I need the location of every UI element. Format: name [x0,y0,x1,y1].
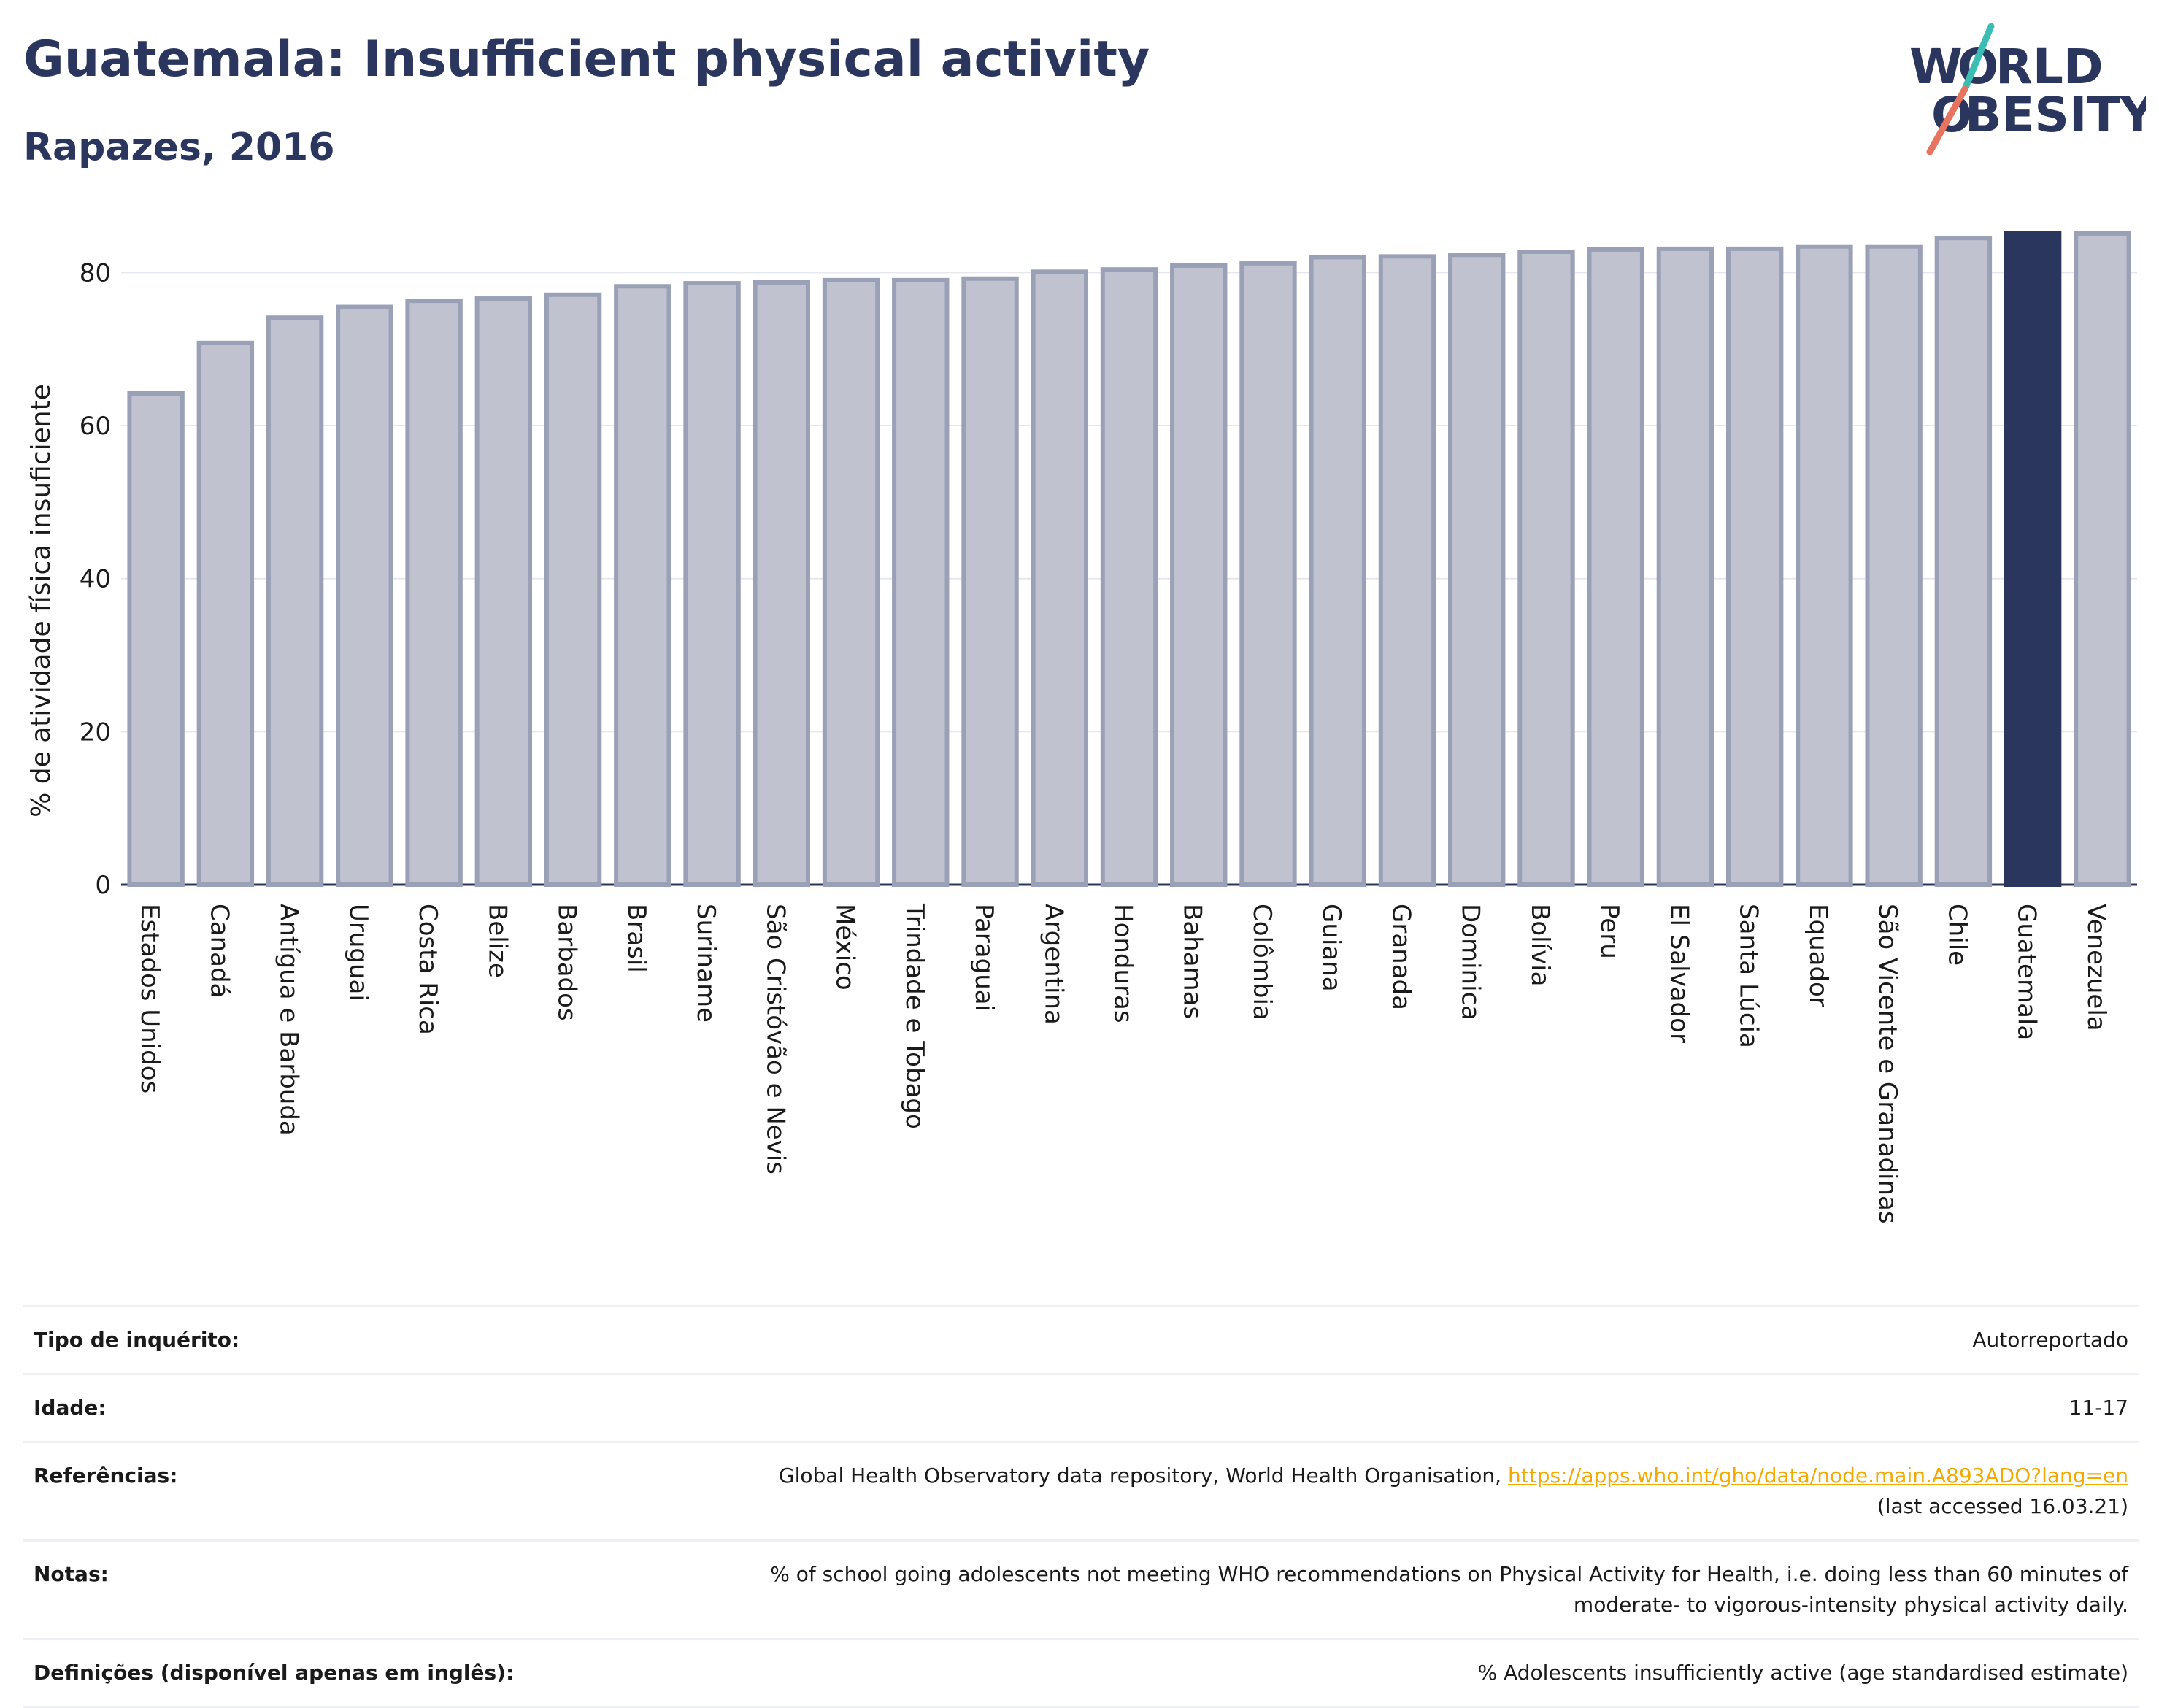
notes-label: Notas: [23,1539,599,1639]
x-tick-label: Guiana [1317,904,1346,992]
bar-suriname[interactable] [683,281,741,887]
info-row-age: Idade: 11-17 [23,1373,2139,1442]
references-text: Global Health Observatory data repositor… [778,1463,1502,1488]
x-tick-label: Trindade e Tobago [900,903,929,1129]
bar-bolívia[interactable] [1517,250,1575,887]
references-link[interactable]: https://apps.who.int/gho/data/node.main.… [1507,1463,2128,1488]
x-tick-label: Uruguai [344,904,373,1001]
x-tick-label: Honduras [1109,904,1138,1023]
y-tick-label: 0 [95,871,111,900]
x-tick-label: Chile [1942,904,1971,966]
y-tick-label: 20 [80,718,111,747]
bar-estados-unidos[interactable] [127,391,185,887]
x-tick-label: Bahamas [1178,904,1207,1019]
x-tick-label: São Cristóvão e Nevis [761,904,790,1174]
bar-honduras[interactable] [1100,267,1158,887]
references-label: Referências: [23,1441,599,1541]
info-row-notes: Notas: % of school going adolescents not… [23,1539,2139,1639]
x-tick-label: Dominica [1456,904,1485,1020]
x-tick-label: Belize [482,904,512,978]
y-tick-label: 40 [80,565,111,594]
bar-argentina[interactable] [1031,269,1088,887]
notes-value: % of school going adolescents not meetin… [599,1539,2139,1639]
world-obesity-logo: W O RLD O BESITY [1909,23,2146,155]
bar-guatemala[interactable] [2004,231,2062,887]
page-subtitle: Rapazes, 2016 [23,126,335,169]
bar-costa-rica[interactable] [405,299,463,887]
bar-bahamas[interactable] [1170,263,1228,887]
x-tick-label: Santa Lúcia [1734,904,1763,1048]
svg-text:RLD: RLD [1996,39,2104,95]
bar-santa-lúcia[interactable] [1725,246,1784,887]
bar-guiana[interactable] [1309,255,1366,887]
age-value: 11-17 [599,1373,2139,1442]
bar-venezuela[interactable] [2074,231,2131,887]
bar-canadá[interactable] [196,340,255,887]
y-axis-label: % de atividade física insuficiente [26,384,56,818]
x-tick-label: Costa Rica [413,904,442,1035]
references-accessed: (last accessed 16.03.21) [1877,1494,2128,1518]
bar-barbados[interactable] [544,292,602,887]
x-tick-label: Suriname [691,904,720,1023]
notes-line2: moderate- to vigorous-intensity physical… [1573,1593,2128,1617]
svg-text:W: W [1909,39,1963,95]
bar-belize[interactable] [474,296,533,887]
notes-line1: % of school going adolescents not meetin… [770,1562,2128,1586]
survey-type-value: Autorreportado [599,1305,2139,1374]
info-row-definitions: Definições (disponível apenas em inglês)… [23,1638,2139,1708]
bar-colômbia[interactable] [1239,261,1297,887]
info-row-survey-type: Tipo de inquérito: Autorreportado [23,1305,2139,1374]
x-tick-label: Peru [1595,904,1624,959]
x-tick-label: Colômbia [1247,904,1277,1020]
bar-granada[interactable] [1378,254,1436,887]
definitions-value: % Adolescents insufficiently active (age… [599,1638,2139,1708]
x-tick-label: Venezuela [2082,904,2111,1031]
x-tick-label: Barbados [553,904,582,1021]
x-tick-label: Bolívia [1525,904,1555,986]
definitions-label: Definições (disponível apenas em inglês)… [23,1638,599,1708]
x-tick-label: Argentina [1039,904,1068,1025]
bar-el-salvador[interactable] [1656,246,1715,887]
bar-brasil[interactable] [614,284,671,887]
age-label: Idade: [23,1373,599,1442]
bar-méxico[interactable] [822,277,880,887]
x-tick-label: Paraguai [969,904,998,1012]
bar-são-cristóvão-e-nevis[interactable] [753,280,810,887]
x-tick-label: Canadá [204,904,234,998]
bar-peru[interactable] [1587,247,1644,887]
survey-type-label: Tipo de inquérito: [23,1305,599,1374]
x-tick-label: El Salvador [1664,904,1693,1043]
svg-text:BESITY: BESITY [1965,87,2146,143]
page-title: Guatemala: Insufficient physical activit… [23,31,1150,88]
x-tick-label: Estados Unidos [135,904,164,1093]
bar-paraguai[interactable] [961,276,1019,887]
x-tick-label: Guatemala [2012,904,2041,1040]
bar-chart: 0 20 40 60 80 Estados Unidos Canadá Antígua e … [26,231,2137,1224]
y-tick-label: 80 [80,258,111,288]
bar-chile[interactable] [1934,236,1993,887]
bar-antígua-e-barbuda[interactable] [266,315,324,887]
x-tick-label: Brasil [622,904,651,973]
x-tick-label: São Vicente e Granadinas [1873,904,1902,1224]
info-row-references: Referências: Global Health Observatory d… [23,1441,2139,1541]
y-tick-label: 60 [80,412,111,441]
bar-trindade-e-tobago[interactable] [892,277,950,887]
bar-equador[interactable] [1796,244,1853,888]
bar-uruguai[interactable] [336,304,393,888]
x-tick-label: Antígua e Barbuda [274,904,304,1136]
bar-são-vicente-e-granadinas[interactable] [1865,244,1923,888]
references-value: Global Health Observatory data repositor… [599,1441,2139,1541]
x-tick-label: México [831,904,860,990]
x-tick-label: Granada [1386,904,1415,1010]
info-table: Tipo de inquérito: Autorreportado Idade:… [23,1305,2139,1708]
x-tick-label: Equador [1804,904,1833,1007]
bar-dominica[interactable] [1448,253,1506,887]
